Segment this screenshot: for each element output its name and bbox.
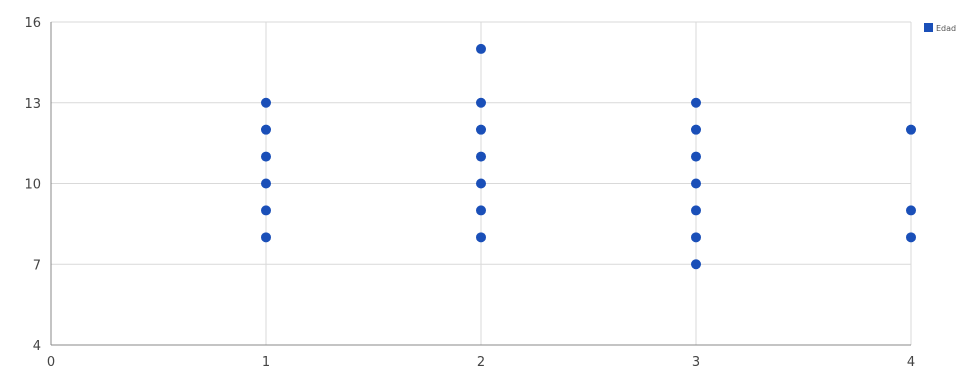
data-point [476,43,486,54]
data-point [906,124,916,135]
y-tick-label: 7 [33,258,41,273]
data-point [906,205,916,216]
data-point [691,178,701,189]
data-point [261,205,271,216]
data-point [476,205,486,216]
data-point [691,259,701,270]
data-point [476,97,486,108]
y-tick-label: 4 [33,339,41,354]
data-point [261,124,271,135]
data-point [476,232,486,243]
data-point [261,178,271,189]
data-points [261,43,916,270]
data-point [691,151,701,162]
data-point [476,124,486,135]
data-point [691,232,701,243]
legend-label: Edad [936,24,956,33]
data-point [691,124,701,135]
y-tick-label: 10 [24,178,41,193]
x-tick-label: 2 [477,355,485,370]
data-point [906,232,916,243]
data-point [691,205,701,216]
y-tick-label: 13 [24,97,41,112]
legend: Edad [924,23,956,33]
x-tick-label: 3 [692,355,700,370]
data-point [691,97,701,108]
x-tick-label: 4 [907,355,915,370]
data-point [261,97,271,108]
legend-swatch [924,23,933,32]
data-point [261,232,271,243]
y-tick-label: 16 [24,16,41,31]
x-tick-label: 1 [262,355,270,370]
tick-labels: 4 7 10 13 16 0 1 2 3 4 [24,16,915,370]
data-point [261,151,271,162]
axes [50,22,911,346]
data-point [476,151,486,162]
x-tick-label: 0 [47,355,55,370]
data-point [476,178,486,189]
